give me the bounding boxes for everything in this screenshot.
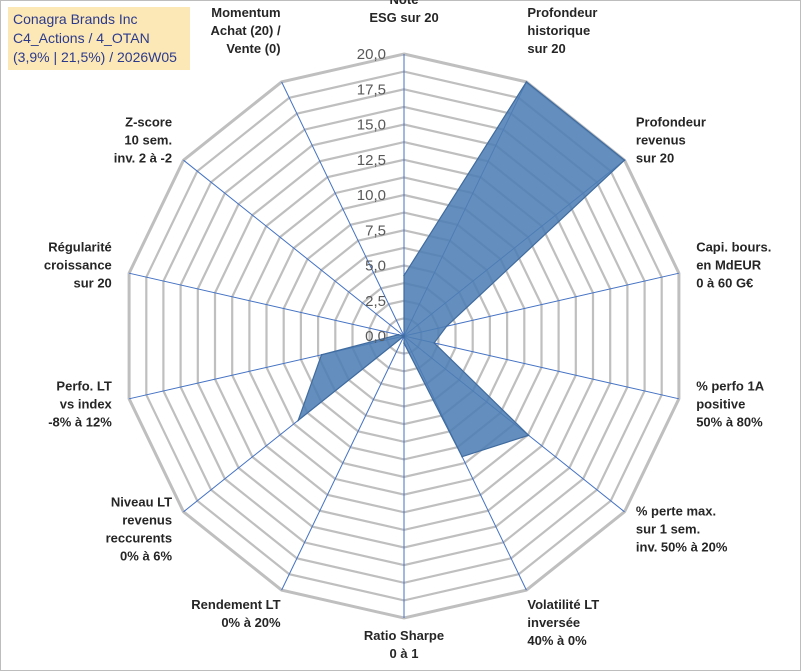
axis-label-3: Profondeur revenus sur 20 (636, 115, 706, 166)
axis-label-line: vs index (60, 396, 113, 411)
spoke-4 (403, 272, 680, 337)
axis-label-4: Capi. bours. en MdEUR 0 à 60 G€ (696, 240, 771, 291)
axis-label-line: Profondeur (527, 5, 597, 20)
tick-label: 20,0 (357, 46, 386, 63)
axis-label-line: 0 à 1 (390, 646, 419, 661)
axis-label-line: en MdEUR (696, 258, 762, 273)
spoke-12 (128, 272, 405, 337)
axis-label-2: Profondeur historique sur 20 (527, 5, 597, 56)
axis-label-line: Rendement LT (191, 597, 280, 612)
axis-label-line: % perfo 1A (696, 378, 765, 393)
series-area (296, 81, 626, 458)
axis-label-line: revenus (122, 513, 172, 528)
axis-label-line: sur 1 sem. (636, 522, 700, 537)
axis-label-line: revenus (636, 133, 686, 148)
axis-label-line: % perte max. (636, 504, 716, 519)
axis-label-line: Momentum (211, 5, 280, 20)
axis-label-5: % perfo 1A positive 50% à 80% (696, 378, 765, 429)
data-point-7 (461, 455, 463, 458)
axis-label-line: -8% à 12% (48, 414, 112, 429)
axis-label-line: positive (696, 396, 745, 411)
data-point-4 (445, 325, 448, 328)
spoke-9 (281, 335, 405, 591)
axis-label-line: Régularité (48, 240, 112, 255)
data-point-2 (525, 81, 528, 83)
axis-label-line: Z-score (125, 115, 172, 130)
data-point-14 (403, 335, 405, 337)
axis-label-line: inv. 2 à -2 (114, 151, 172, 166)
axis-label-7: Volatilité LT inversée 40% à 0% (527, 597, 599, 648)
axis-label-line: 0 à 60 G€ (696, 276, 753, 291)
title-box: Conagra Brands Inc C4_Actions / 4_OTAN (… (8, 7, 190, 70)
axis-labels: Note ESG sur 20 Profondeur historique sur 20… (44, 0, 771, 661)
axis-label-line: Volatilité LT (527, 597, 599, 612)
axis-label-13: Z-score 10 sem. inv. 2 à -2 (114, 115, 172, 166)
axis-label-line: sur 20 (527, 41, 565, 56)
axis-label-line: Capi. bours. (696, 240, 771, 255)
spoke-14 (281, 81, 405, 337)
axis-label-line: Profondeur (636, 115, 706, 130)
tick-label: 12,5 (357, 152, 386, 169)
axis-label-8: Ratio Sharpe 0 à 1 (364, 628, 444, 661)
axis-label-line: reccurents (106, 531, 172, 546)
data-point-10 (297, 419, 300, 422)
tick-label: 7,5 (365, 222, 386, 239)
axis-label-line: historique (527, 23, 590, 38)
axis-label-line: sur 20 (73, 276, 111, 291)
data-point-6 (527, 434, 530, 437)
axis-label-line: 0% à 20% (221, 615, 281, 630)
axis-label-line: Note (390, 0, 419, 7)
data-point-8 (403, 342, 405, 344)
axis-label-line: inversée (527, 615, 580, 630)
axis-label-line: Ratio Sharpe (364, 628, 444, 643)
title-line-2: C4_Actions / 4_OTAN (13, 30, 150, 46)
data-point-3 (623, 159, 626, 161)
tick-label: 17,5 (357, 81, 386, 98)
axis-label-line: Achat (20) / (211, 23, 281, 38)
axis-label-9: Rendement LT 0% à 20% (191, 597, 281, 630)
data-point-5 (433, 342, 436, 344)
series (296, 81, 626, 458)
axis-label-line: Perfo. LT (56, 378, 111, 393)
tick-label: 15,0 (357, 117, 386, 134)
tick-label: 5,0 (365, 258, 386, 275)
title-line-1: Conagra Brands Inc (13, 11, 138, 27)
spoke-5 (403, 335, 680, 400)
tick-label: 0,0 (365, 328, 386, 345)
spoke-13 (183, 159, 405, 337)
axis-label-12: Régularité croissance sur 20 (44, 240, 112, 291)
axis-label-line: 50% à 80% (696, 414, 763, 429)
axis-label-14: Momentum Achat (20) / Vente (0) (211, 5, 281, 56)
axis-label-line: sur 20 (636, 151, 674, 166)
data-point-1 (403, 274, 405, 277)
axis-label-1: Note ESG sur 20 (369, 0, 438, 25)
tick-label: 10,0 (357, 187, 386, 204)
tick-labels: 0,0 2,5 5,0 7,5 10,0 12,5 15,0 17,5 20,0 (357, 46, 386, 345)
axis-label-line: 0% à 6% (120, 549, 172, 564)
title-line-3: (3,9% | 21,5%) / 2026W05 (13, 49, 177, 65)
tick-label: 2,5 (365, 293, 386, 310)
axis-label-11: Perfo. LT vs index -8% à 12% (48, 378, 112, 429)
axis-label-line: Vente (0) (226, 41, 280, 56)
axis-label-line: 40% à 0% (527, 633, 587, 648)
data-point-12 (397, 333, 400, 336)
axis-label-line: Niveau LT (111, 495, 172, 510)
axis-label-line: 10 sem. (124, 133, 172, 148)
axis-label-line: ESG sur 20 (369, 10, 438, 25)
axis-label-6: % perte max. sur 1 sem. inv. 50% à 20% (636, 504, 728, 555)
axis-label-line: croissance (44, 258, 112, 273)
axis-label-10: Niveau LT revenus reccurents 0% à 6% (106, 495, 173, 564)
axis-label-line: inv. 50% à 20% (636, 540, 728, 555)
data-point-11 (320, 354, 323, 356)
